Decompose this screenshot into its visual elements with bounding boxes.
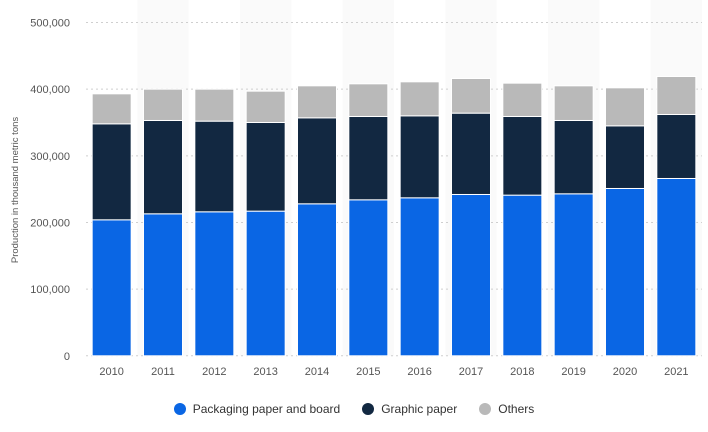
x-tick-label: 2012 <box>202 366 226 378</box>
bar-packaging-paper-and-board-2010 <box>91 219 132 357</box>
bar-graphic-paper-2012 <box>194 120 235 213</box>
bar-packaging-paper-and-board-2018 <box>502 194 543 357</box>
x-tick-label: 2019 <box>561 366 585 378</box>
bar-graphic-paper-2017 <box>451 112 491 195</box>
bar-graphic-paper-2015 <box>348 115 389 201</box>
bar-others-2012 <box>194 88 235 122</box>
legend-marker-graphic <box>362 403 375 415</box>
legend-marker-packaging <box>173 403 186 415</box>
legend-label: Graphic paper <box>381 402 458 416</box>
x-tick-label: 2017 <box>459 366 483 378</box>
bar-graphic-paper-2013 <box>245 121 286 212</box>
stacked-bar-chart: 0 100,000 200,000 300,000 400,000 500,000 Prod… <box>10 17 702 378</box>
bar-packaging-paper-and-board-2015 <box>348 199 389 357</box>
y-tick-label: 500,000 <box>30 18 70 30</box>
x-tick-label: 2010 <box>99 366 123 378</box>
legend-item-others[interactable]: Others <box>479 402 534 416</box>
bar-others-2017 <box>451 77 491 114</box>
legend: Packaging paper and board Graphic paper … <box>0 402 708 416</box>
x-tick-label: 2014 <box>305 366 329 378</box>
bar-others-2019 <box>553 85 594 121</box>
bar-packaging-paper-and-board-2017 <box>451 193 491 357</box>
x-tick-label: 2021 <box>664 366 688 378</box>
bar-packaging-paper-and-board-2016 <box>399 197 440 357</box>
bar-packaging-paper-and-board-2021 <box>656 177 697 357</box>
legend-label: Others <box>498 402 535 416</box>
bar-graphic-paper-2018 <box>502 115 543 196</box>
bar-others-2011 <box>143 88 183 121</box>
bar-graphic-paper-2010 <box>91 123 132 221</box>
bar-others-2015 <box>348 83 389 117</box>
bar-graphic-paper-2019 <box>553 119 594 195</box>
x-tick-label: 2020 <box>613 366 637 378</box>
bar-packaging-paper-and-board-2012 <box>194 211 235 357</box>
x-tick-label: 2018 <box>510 366 534 378</box>
bar-others-2014 <box>297 85 337 119</box>
bar-packaging-paper-and-board-2014 <box>297 203 337 357</box>
bar-others-2021 <box>656 75 697 115</box>
bar-graphic-paper-2016 <box>399 115 440 199</box>
y-tick-label: 0 <box>64 351 70 363</box>
x-tick-label: 2015 <box>356 366 380 378</box>
y-tick-label: 100,000 <box>30 284 70 296</box>
bar-others-2018 <box>502 82 543 117</box>
bar-others-2020 <box>605 87 645 127</box>
y-tick-label: 400,000 <box>30 84 70 96</box>
bar-packaging-paper-and-board-2011 <box>143 213 183 357</box>
bar-graphic-paper-2021 <box>656 113 697 179</box>
bar-graphic-paper-2020 <box>605 125 645 189</box>
bar-graphic-paper-2011 <box>143 119 183 215</box>
bar-packaging-paper-and-board-2019 <box>553 193 594 357</box>
x-tick-label: 2013 <box>253 366 277 378</box>
legend-marker-others <box>479 403 492 415</box>
bar-graphic-paper-2014 <box>297 117 337 205</box>
legend-item-packaging[interactable]: Packaging paper and board <box>173 402 341 416</box>
x-tick-label: 2016 <box>407 366 431 378</box>
y-tick-label: 200,000 <box>30 217 70 229</box>
y-tick-label: 300,000 <box>30 151 70 163</box>
bar-others-2013 <box>245 90 286 123</box>
legend-label: Packaging paper and board <box>192 402 341 416</box>
legend-item-graphic[interactable]: Graphic paper <box>362 402 457 416</box>
x-tick-label: 2011 <box>151 366 175 378</box>
bar-packaging-paper-and-board-2020 <box>605 187 645 357</box>
bar-packaging-paper-and-board-2013 <box>245 210 286 357</box>
y-axis-label: Production in thousand metric tons <box>10 117 21 264</box>
bar-others-2010 <box>91 93 132 125</box>
bar-others-2016 <box>399 81 440 117</box>
